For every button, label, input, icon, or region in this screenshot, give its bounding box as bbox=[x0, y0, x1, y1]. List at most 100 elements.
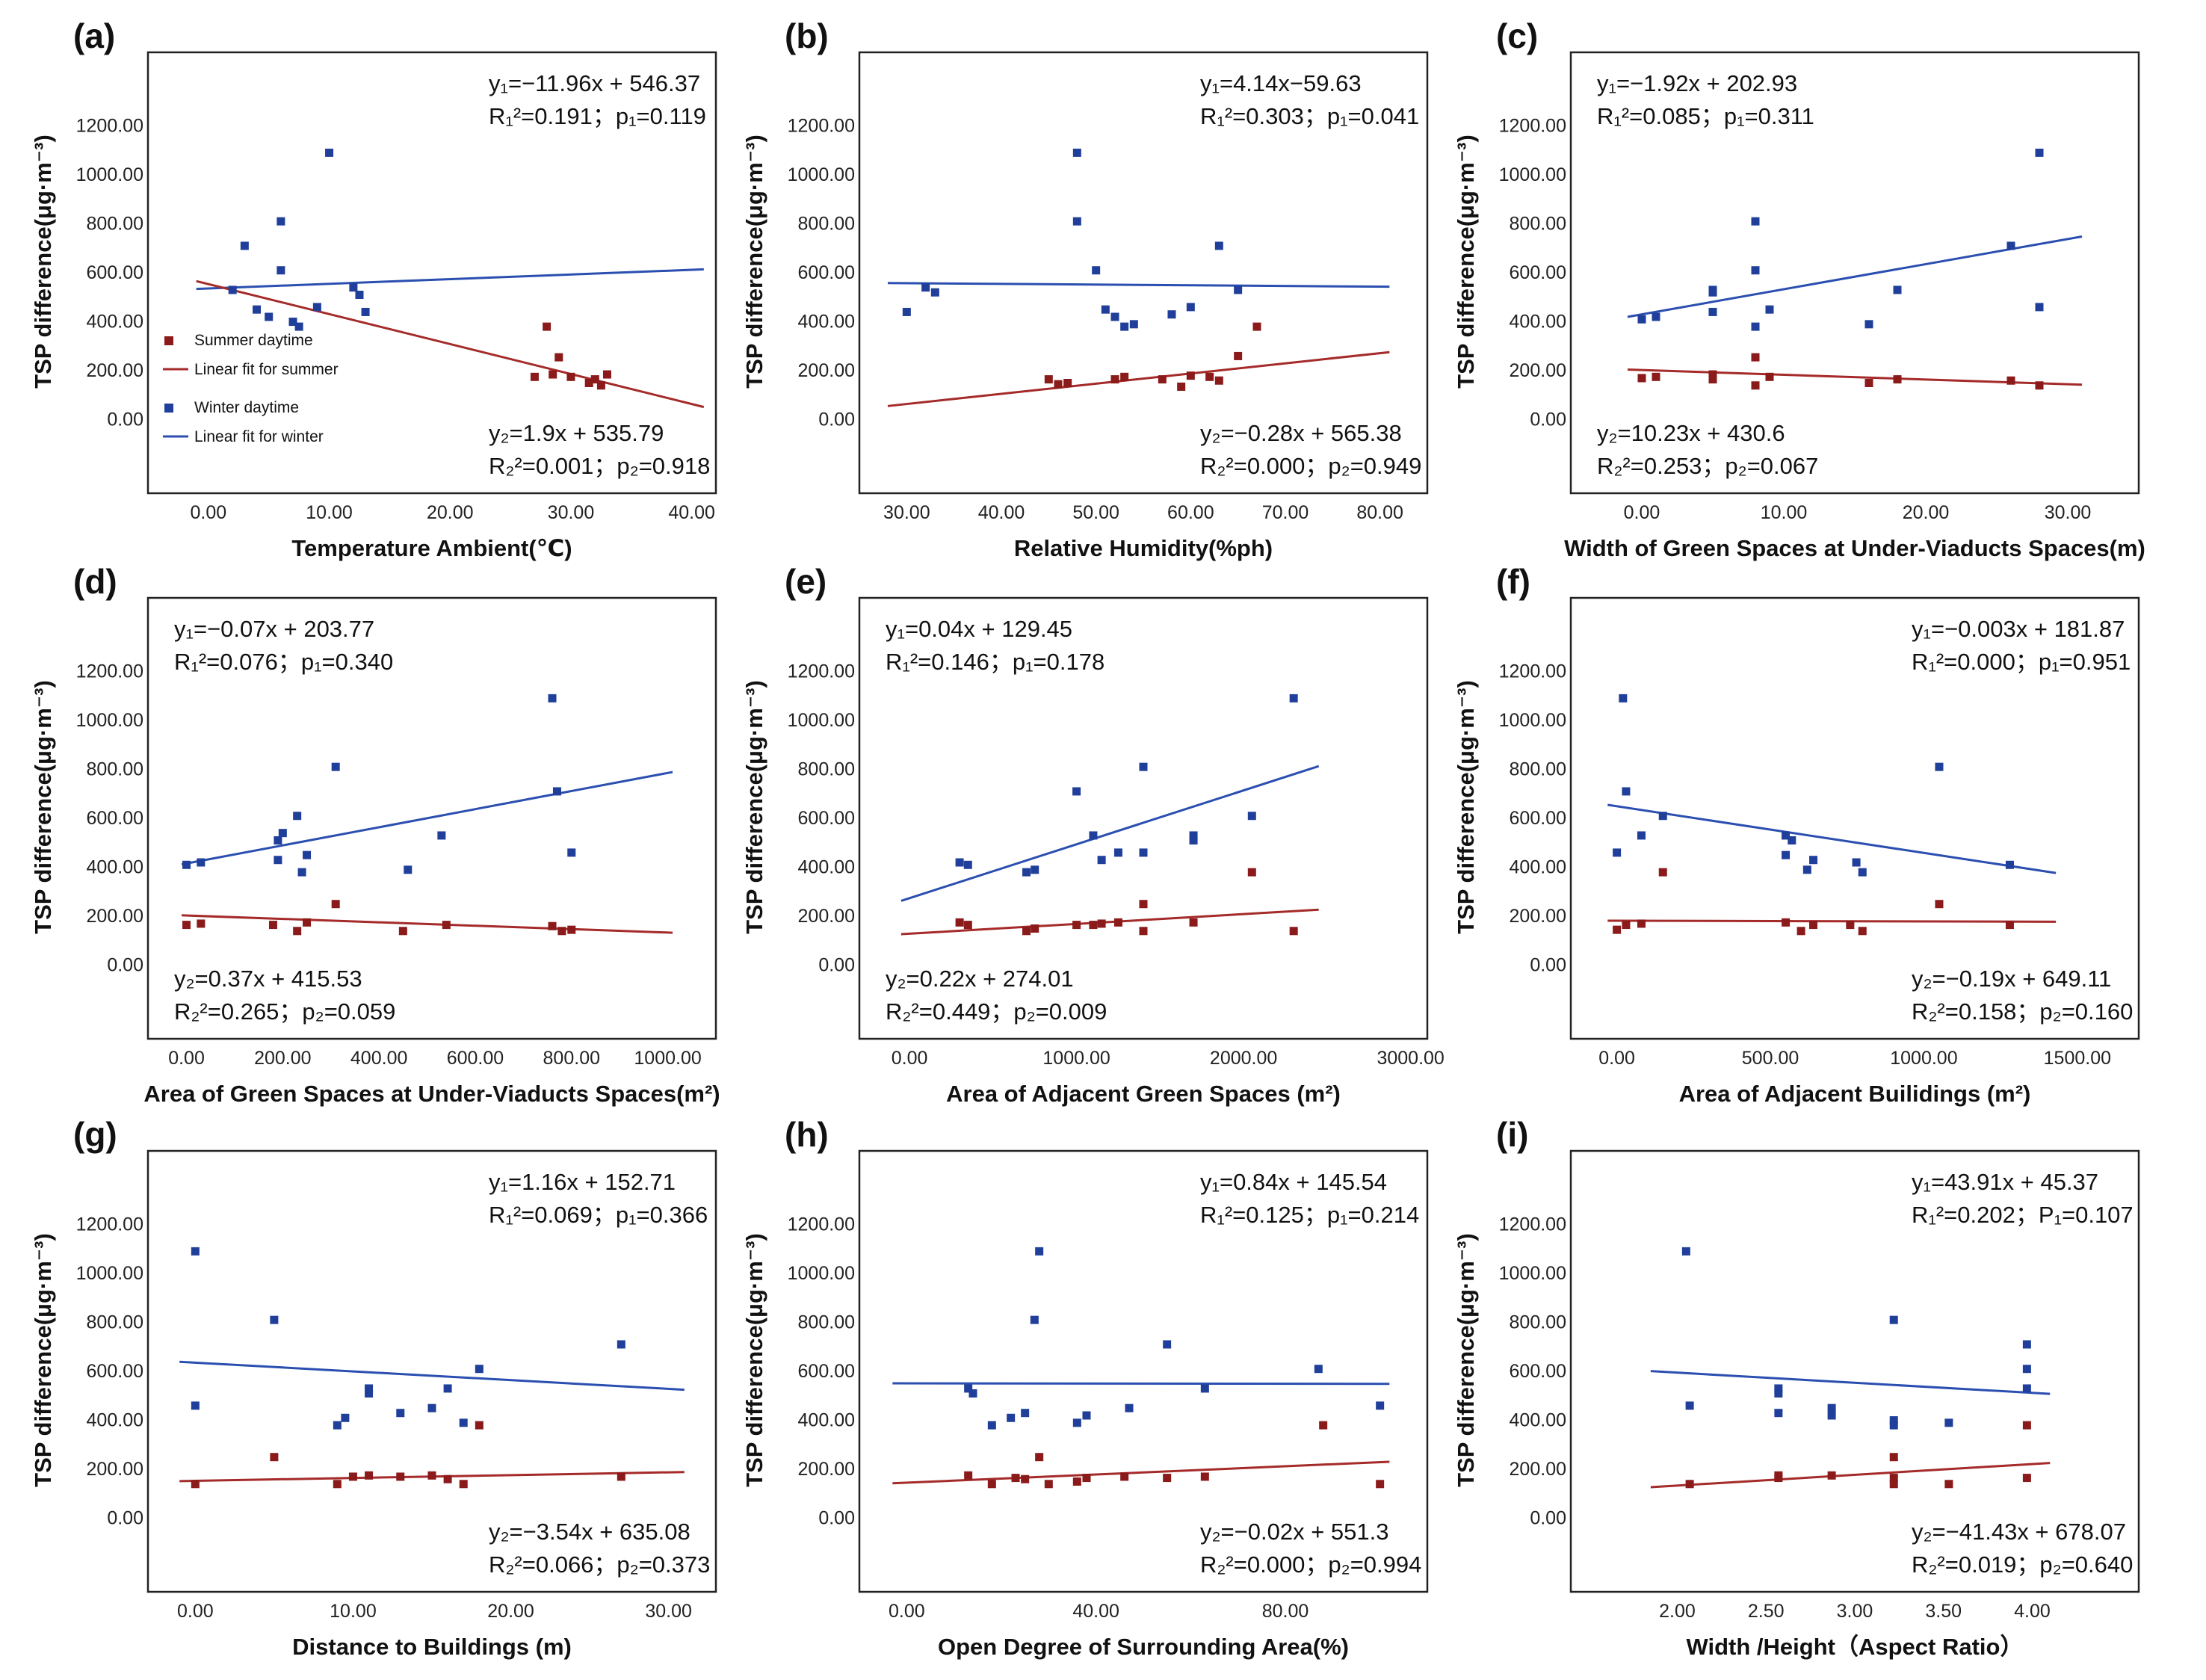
winter-point bbox=[1751, 217, 1760, 226]
winter-point bbox=[1200, 1384, 1209, 1393]
x-axis-title: Area of Adjacent Green Spaces (m²) bbox=[946, 1081, 1341, 1107]
x-tick-label: 20.00 bbox=[487, 1601, 534, 1622]
stats-2: R₂²=0.253；p₂=0.067 bbox=[1597, 453, 1818, 479]
summer-point bbox=[987, 1480, 996, 1489]
equation-2: y₂=−3.54x + 635.08 bbox=[489, 1519, 690, 1545]
x-tick-label: 2000.00 bbox=[1210, 1048, 1277, 1069]
winter-point bbox=[1889, 1315, 1898, 1324]
stats-2: R₂²=0.001；p₂=0.918 bbox=[489, 453, 710, 479]
winter-point bbox=[331, 762, 340, 771]
summer-point bbox=[1022, 927, 1031, 936]
summer-point bbox=[1120, 1472, 1129, 1481]
equation-2: y₂=−41.43x + 678.07 bbox=[1912, 1519, 2126, 1545]
winter-point bbox=[1827, 1411, 1836, 1420]
x-tick-label: 400.00 bbox=[350, 1048, 407, 1069]
panel-label: (h) bbox=[785, 1115, 829, 1154]
summer-point bbox=[1252, 322, 1261, 331]
winter-point bbox=[274, 856, 282, 865]
y-tick-label: 1000.00 bbox=[76, 710, 143, 731]
summer-point bbox=[1177, 382, 1186, 391]
summer-point bbox=[1247, 868, 1256, 877]
y-tick-label: 1200.00 bbox=[1499, 661, 1566, 682]
y-tick-label: 1200.00 bbox=[76, 1214, 143, 1235]
equation-1: y₁=−0.07x + 203.77 bbox=[174, 616, 374, 642]
y-tick-label: 400.00 bbox=[87, 1410, 143, 1431]
equation-2: y₂=−0.02x + 551.3 bbox=[1200, 1519, 1388, 1545]
summer-point bbox=[1205, 372, 1214, 381]
x-tick-label: 80.00 bbox=[1262, 1601, 1309, 1622]
panel-label: (c) bbox=[1496, 16, 1538, 55]
panel-f: (f) 1200.00 1000.00 800.00 600.00 400.00 200.0… bbox=[1453, 562, 2140, 1107]
equation-1: y₁=43.91x + 45.37 bbox=[1912, 1169, 2098, 1195]
y-tick-label: 0.00 bbox=[107, 955, 143, 976]
y-tick-label: 1000.00 bbox=[1499, 710, 1566, 731]
y-tick-label: 1000.00 bbox=[1499, 1263, 1566, 1284]
y-tick-label: 600.00 bbox=[1510, 1361, 1566, 1382]
legend: Summer daytime Linear fit for summer Winte… bbox=[163, 332, 339, 445]
y-tick-label: 1200.00 bbox=[788, 661, 855, 682]
summer-point bbox=[602, 370, 611, 379]
summer-point bbox=[270, 1453, 279, 1462]
winter-point bbox=[1214, 241, 1223, 250]
x-tick-label: 4.00 bbox=[2014, 1601, 2051, 1622]
winter-point bbox=[1708, 288, 1717, 297]
y-axis-title: TSP difference(μg·m⁻³) bbox=[30, 1233, 56, 1487]
y-tick-label: 0.00 bbox=[818, 1508, 855, 1529]
panel-h: (h) 1200.00 1000.00 800.00 600.00 400.00 200.0… bbox=[741, 1115, 1429, 1660]
stats-2: R₂²=0.066；p₂=0.373 bbox=[489, 1551, 710, 1578]
summer-point bbox=[1072, 921, 1081, 930]
winter-point bbox=[2022, 1340, 2031, 1349]
stats-1: R₁²=0.146；p₁=0.178 bbox=[886, 649, 1104, 675]
winter-point bbox=[303, 850, 312, 859]
y-tick-label: 400.00 bbox=[798, 312, 855, 333]
winter-point bbox=[1289, 694, 1298, 702]
stats-2: R₂²=0.019；p₂=0.640 bbox=[1912, 1551, 2133, 1578]
summer-point bbox=[1774, 1471, 1783, 1480]
plot-frame bbox=[146, 1149, 717, 1593]
winter-point bbox=[1681, 1247, 1690, 1256]
equation-1: y₁=−0.003x + 181.87 bbox=[1912, 616, 2125, 642]
y-tick-label: 1000.00 bbox=[1499, 164, 1566, 185]
winter-point bbox=[1314, 1365, 1323, 1374]
summer-point bbox=[1214, 376, 1223, 385]
winter-point bbox=[930, 288, 939, 297]
winter-point bbox=[1893, 285, 1902, 294]
winter-point bbox=[297, 868, 306, 877]
winter-point bbox=[1782, 831, 1791, 840]
summer-point bbox=[333, 1480, 342, 1489]
summer-point bbox=[443, 1474, 452, 1483]
winter-point bbox=[1637, 315, 1646, 324]
summer-point bbox=[1889, 1480, 1898, 1489]
summer-point bbox=[1613, 925, 1622, 934]
summer-point bbox=[1889, 1453, 1898, 1462]
winter-point bbox=[1120, 322, 1129, 331]
x-tick-label: 0.00 bbox=[892, 1048, 928, 1069]
fit-line-winter bbox=[1650, 1370, 2051, 1395]
x-tick-label: 200.00 bbox=[254, 1048, 311, 1069]
x-tick-label: 3000.00 bbox=[1377, 1048, 1444, 1069]
winter-point bbox=[274, 836, 282, 844]
x-tick-label: 10.00 bbox=[1761, 502, 1808, 523]
x-axis-title: Distance to Buildings (m) bbox=[292, 1634, 572, 1660]
y-tick-label: 0.00 bbox=[1530, 410, 1566, 430]
equation-1: y₁=0.04x + 129.45 bbox=[886, 616, 1072, 642]
legend-summer-label: Summer daytime bbox=[194, 332, 313, 349]
y-axis-title: TSP difference(μg·m⁻³) bbox=[30, 680, 56, 934]
y-tick-label: 1200.00 bbox=[1499, 1214, 1566, 1235]
panel-label: (a) bbox=[73, 16, 115, 55]
winter-point bbox=[1089, 831, 1098, 840]
fit-line-winter bbox=[892, 1382, 1390, 1386]
winter-point bbox=[1110, 312, 1119, 321]
summer-point bbox=[1120, 372, 1129, 381]
stats-1: R₁²=0.125；p₁=0.214 bbox=[1200, 1202, 1419, 1228]
equation-2: y₂=0.22x + 274.01 bbox=[886, 966, 1074, 992]
summer-point bbox=[191, 1480, 200, 1489]
winter-point bbox=[278, 829, 287, 838]
summer-point bbox=[1376, 1480, 1385, 1489]
summer-point bbox=[584, 379, 593, 387]
winter-point bbox=[1864, 320, 1873, 329]
winter-point bbox=[1774, 1409, 1783, 1418]
panel-label: (b) bbox=[785, 16, 829, 55]
summer-point bbox=[1044, 1480, 1053, 1489]
winter-point bbox=[1101, 305, 1110, 314]
